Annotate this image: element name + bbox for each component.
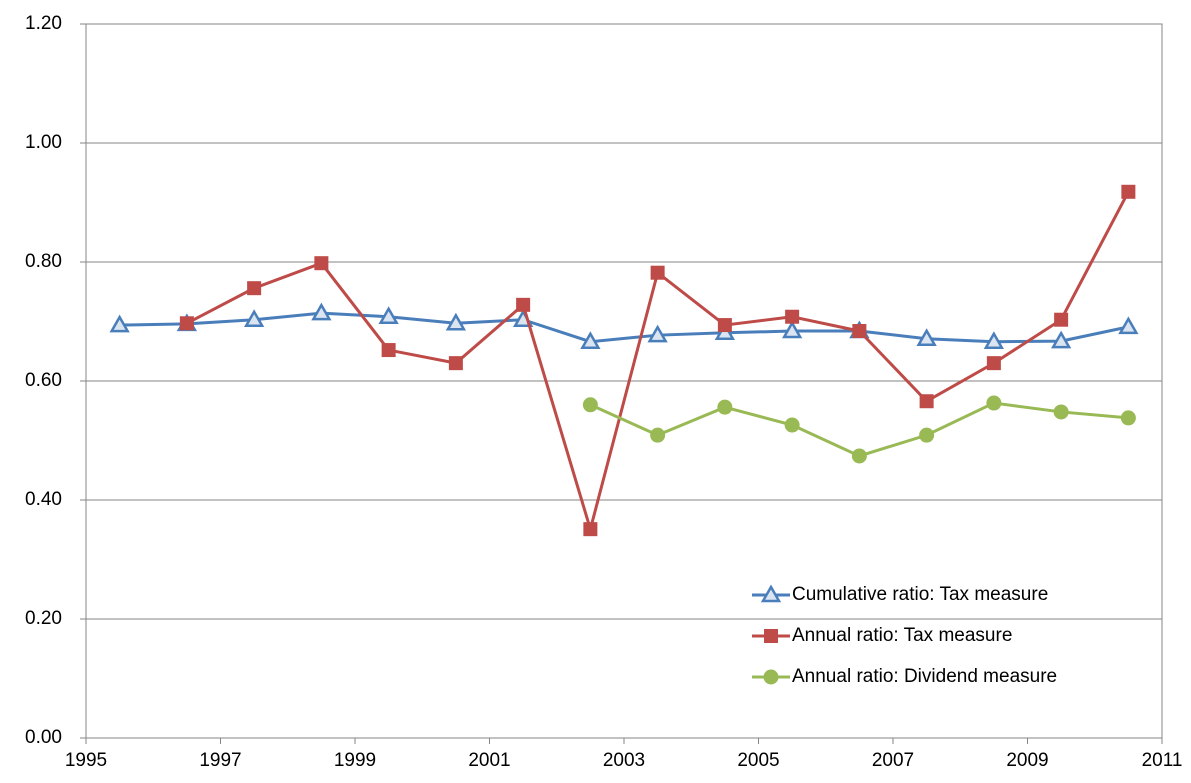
data-point xyxy=(785,309,800,324)
data-point xyxy=(582,397,598,413)
data-point xyxy=(378,306,399,324)
legend-label: Annual ratio: Dividend measure xyxy=(792,666,1057,687)
data-point xyxy=(647,324,668,343)
data-point xyxy=(852,324,867,339)
data-point xyxy=(179,316,194,331)
series-line xyxy=(119,311,1129,344)
data-point xyxy=(986,356,1001,371)
data-point xyxy=(1120,410,1136,426)
data-point xyxy=(717,399,733,415)
legend-label: Cumulative ratio: Tax measure xyxy=(792,584,1048,605)
legend-marker xyxy=(760,584,782,603)
data-point xyxy=(243,309,265,327)
data-point xyxy=(247,281,262,296)
data-point xyxy=(516,297,531,312)
data-point xyxy=(919,427,935,443)
y-tick-label: 0.20 xyxy=(25,608,62,629)
y-tick-label: 0.80 xyxy=(25,251,62,272)
data-point xyxy=(445,312,467,331)
data-point xyxy=(983,331,1005,349)
data-point xyxy=(919,394,934,409)
data-point xyxy=(1054,312,1069,327)
data-point xyxy=(583,522,598,537)
x-tick-label: 2001 xyxy=(468,750,510,771)
data-point xyxy=(580,331,601,349)
x-tick-label: 2005 xyxy=(737,750,779,771)
data-point xyxy=(650,265,665,280)
x-tick-label: 1995 xyxy=(65,750,107,771)
data-point xyxy=(781,320,803,339)
x-tick-label: 2007 xyxy=(872,750,914,771)
y-tick-label: 1.00 xyxy=(25,132,62,153)
y-tick-label: 0.60 xyxy=(25,370,62,391)
legend-marker xyxy=(763,669,779,685)
data-point xyxy=(650,427,666,443)
data-point xyxy=(448,356,463,371)
data-point xyxy=(1050,330,1072,349)
legend-label: Annual ratio: Tax measure xyxy=(792,625,1012,646)
data-point xyxy=(784,417,800,433)
x-tick-label: 2009 xyxy=(1006,750,1048,771)
data-point xyxy=(311,302,332,321)
x-tick-label: 2011 xyxy=(1142,750,1183,771)
data-point xyxy=(1118,316,1139,335)
data-point xyxy=(916,328,937,347)
y-tick-label: 0.40 xyxy=(25,489,62,510)
data-point xyxy=(314,256,329,271)
data-point xyxy=(717,318,732,333)
data-point xyxy=(381,343,396,358)
data-point xyxy=(1053,404,1069,420)
series-line xyxy=(589,401,1129,458)
x-tick-label: 2003 xyxy=(603,750,645,771)
y-tick-label: 1.20 xyxy=(25,13,62,34)
data-point xyxy=(986,395,1002,411)
x-tick-label: 1997 xyxy=(199,750,241,771)
data-point xyxy=(109,314,130,333)
legend-marker xyxy=(764,629,778,643)
data-point xyxy=(851,448,867,464)
x-tick-label: 1999 xyxy=(334,750,376,771)
y-tick-label: 0.00 xyxy=(25,727,62,748)
data-point xyxy=(1121,184,1136,199)
